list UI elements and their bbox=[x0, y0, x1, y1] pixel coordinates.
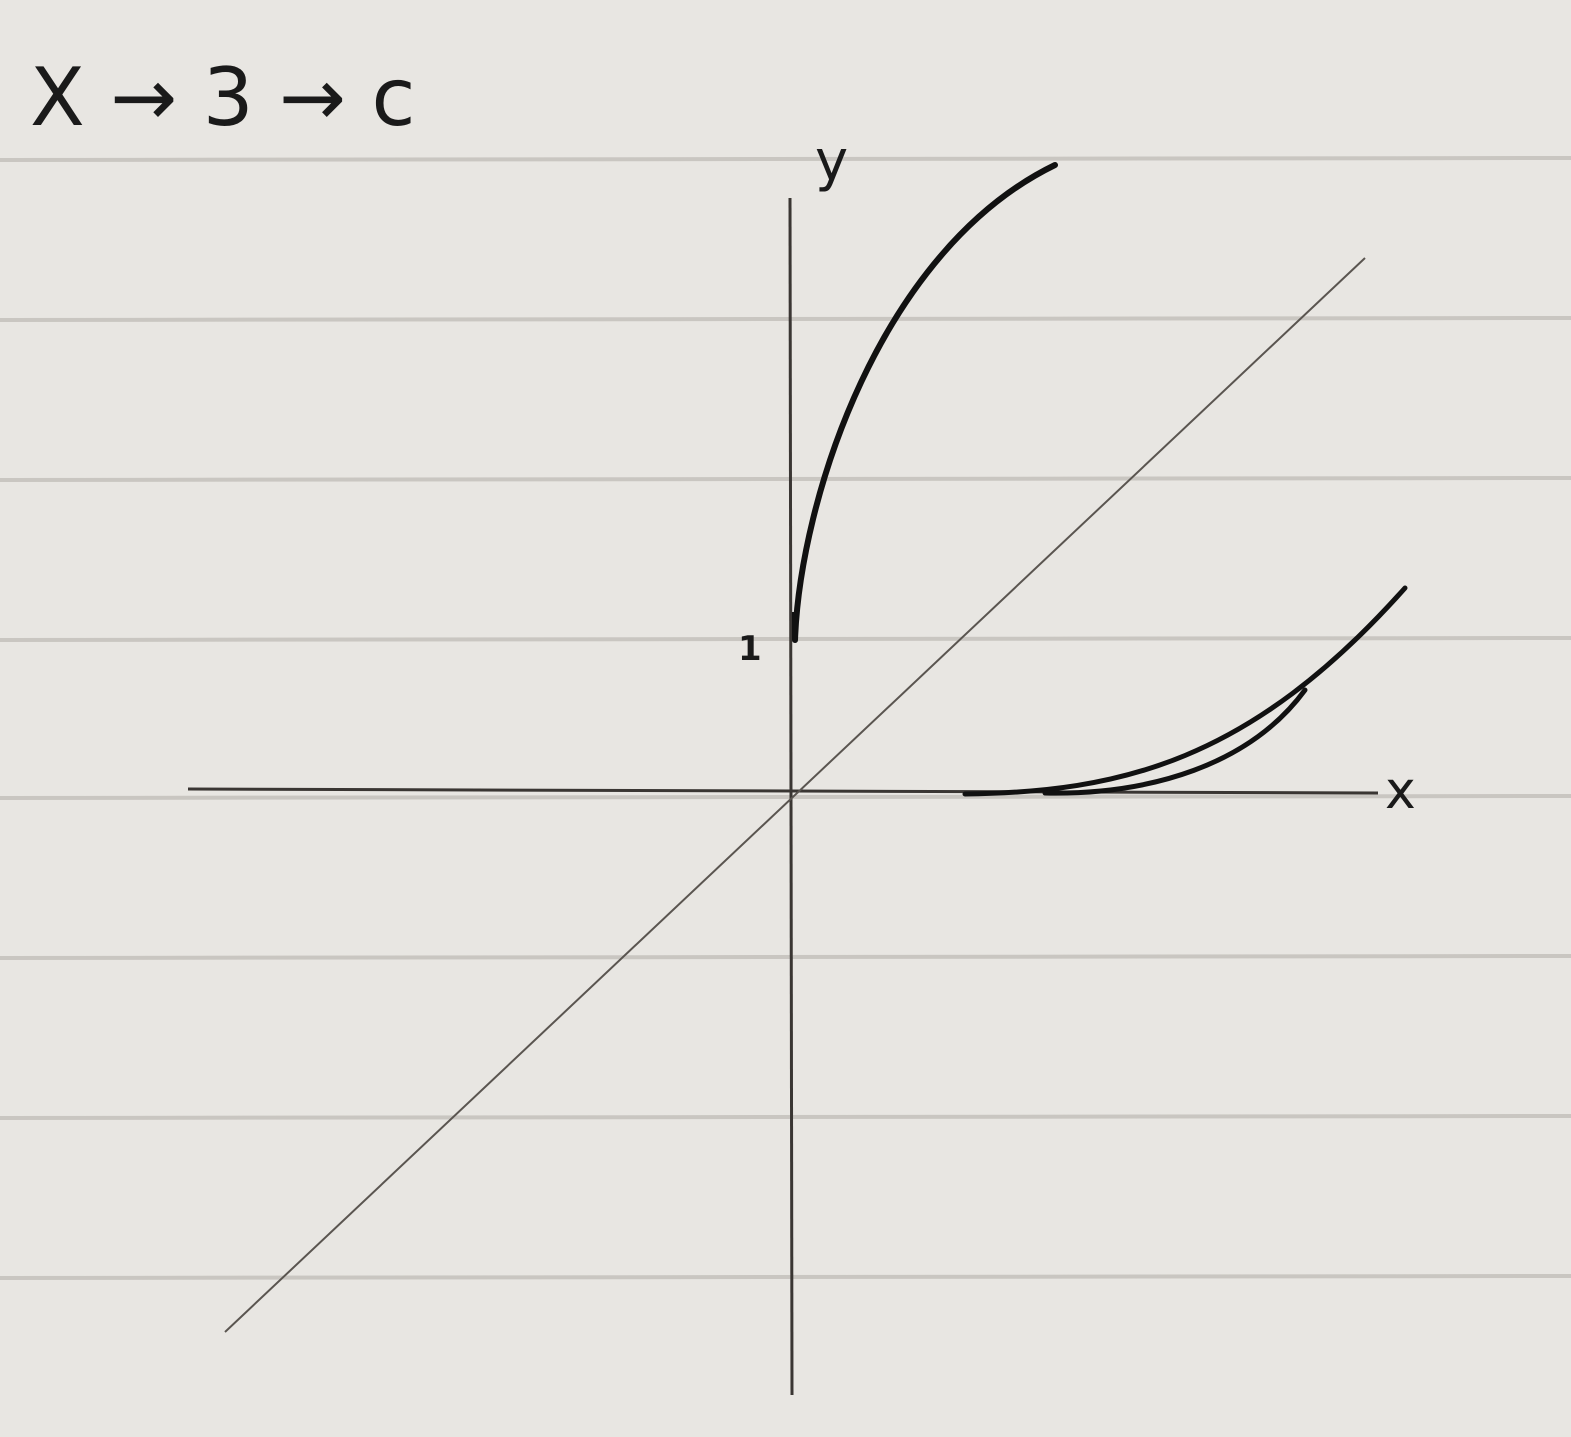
ruled-line bbox=[0, 1114, 1571, 1120]
ruled-line bbox=[0, 316, 1571, 322]
ruled-line bbox=[0, 636, 1571, 642]
ruled-line bbox=[0, 954, 1571, 960]
ruled-line bbox=[0, 476, 1571, 482]
x-label: x bbox=[1385, 761, 1416, 821]
diagonal-line bbox=[224, 257, 1366, 1333]
upper-curve bbox=[792, 162, 1058, 643]
title: X → 3 → c bbox=[30, 51, 415, 144]
lower-curve-inner bbox=[1042, 687, 1308, 796]
x-axis bbox=[187, 787, 1379, 795]
ruled-lines bbox=[0, 156, 1571, 1280]
ruled-line bbox=[0, 1274, 1571, 1280]
y-axis bbox=[788, 197, 794, 1396]
ruled-line bbox=[0, 794, 1571, 800]
ruled-line bbox=[0, 156, 1571, 162]
y-label: y bbox=[815, 129, 848, 194]
lower-curve bbox=[962, 585, 1408, 797]
y-tick-label: 1 bbox=[738, 629, 762, 669]
